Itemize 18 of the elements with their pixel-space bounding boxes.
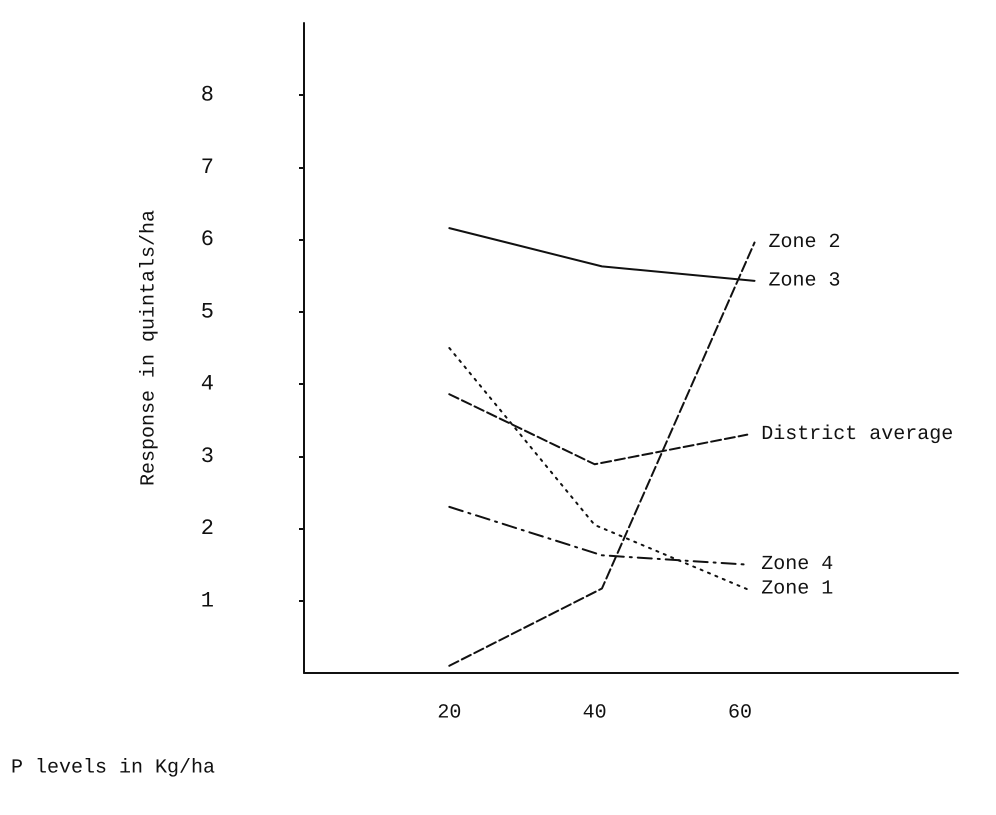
- series-label: Zone 3: [768, 269, 841, 292]
- y-tick-label: 4: [200, 372, 214, 397]
- y-axis-title: Response in quintals/ha: [138, 210, 160, 486]
- series-label: District average: [761, 423, 954, 446]
- x-tick-label: 60: [728, 702, 752, 724]
- series-label: Zone 1: [761, 578, 834, 601]
- x-axis-title: P levels in Kg/ha: [11, 756, 216, 780]
- series-label: Zone 2: [768, 231, 841, 254]
- y-tick-label: 8: [200, 82, 214, 108]
- x-tick-label: 40: [582, 702, 607, 724]
- y-tick-label: 6: [200, 227, 214, 252]
- y-tick-label: 3: [200, 444, 214, 469]
- y-tick-label: 2: [200, 516, 214, 542]
- series-label: Zone 4: [761, 553, 834, 576]
- y-tick-label: 7: [200, 154, 214, 180]
- y-tick-label: 5: [200, 299, 214, 324]
- y-tick-label: 1: [200, 588, 214, 614]
- x-tick-label: 20: [437, 702, 462, 724]
